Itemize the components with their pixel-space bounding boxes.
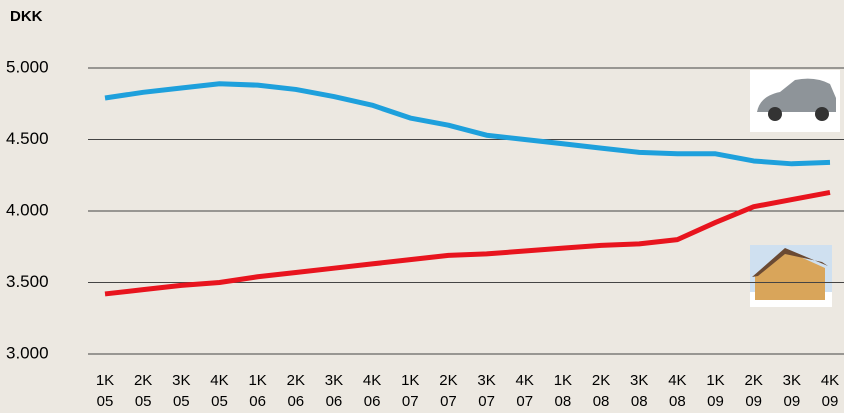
x-tick-label: 2K (287, 372, 305, 389)
x-tick-label: 06 (249, 393, 266, 410)
line (104, 189, 831, 297)
x-tick-label: 4K (210, 372, 228, 389)
x-tick-label: 2K (134, 372, 152, 389)
x-tick-label: 4K (363, 372, 381, 389)
x-tick-label: 09 (707, 393, 724, 410)
x-tick-label: 05 (135, 393, 152, 410)
x-tick-label: 09 (783, 393, 800, 410)
x-tick-label: 2K (592, 372, 610, 389)
x-tick-label: 1K (401, 372, 419, 389)
x-tick-label: 3K (783, 372, 801, 389)
car-icon (750, 70, 840, 132)
x-tick-label: 4K (668, 372, 686, 389)
y-tick-label: 3.000 (6, 343, 49, 362)
line (104, 81, 831, 167)
x-tick-label: 08 (631, 393, 648, 410)
x-tick-label: 06 (326, 393, 343, 410)
x-tick-label: 07 (516, 393, 533, 410)
x-tick-label: 06 (364, 393, 381, 410)
x-tick-label: 08 (593, 393, 610, 410)
y-tick-label: 4.500 (6, 129, 49, 148)
x-tick-label: 1K (554, 372, 572, 389)
x-tick-label: 1K (248, 372, 266, 389)
x-tick-label: 05 (211, 393, 228, 410)
x-tick-label: 05 (97, 393, 114, 410)
y-axis-label: DKK (10, 8, 43, 25)
y-tick-label: 3.500 (6, 272, 49, 291)
house-icon (750, 245, 832, 307)
x-tick-label: 2K (745, 372, 763, 389)
x-tick-label: 3K (630, 372, 648, 389)
x-tick-label: 08 (669, 393, 686, 410)
x-tick-label: 07 (402, 393, 419, 410)
x-tick-label: 07 (440, 393, 457, 410)
x-tick-label: 06 (287, 393, 304, 410)
x-tick-label: 4K (821, 372, 839, 389)
x-tick-label: 09 (822, 393, 839, 410)
x-tick-label: 2K (439, 372, 457, 389)
y-tick-label: 5.000 (6, 57, 49, 76)
x-tick-label: 4K (516, 372, 534, 389)
x-tick-label: 05 (173, 393, 190, 410)
x-tick-label: 1K (706, 372, 724, 389)
x-tick-label: 3K (325, 372, 343, 389)
x-tick-label: 3K (477, 372, 495, 389)
x-tick-label: 08 (555, 393, 572, 410)
y-tick-label: 4.000 (6, 200, 49, 219)
x-tick-label: 09 (745, 393, 762, 410)
x-tick-label: 3K (172, 372, 190, 389)
x-tick-label: 1K (96, 372, 114, 389)
x-tick-label: 07 (478, 393, 495, 410)
